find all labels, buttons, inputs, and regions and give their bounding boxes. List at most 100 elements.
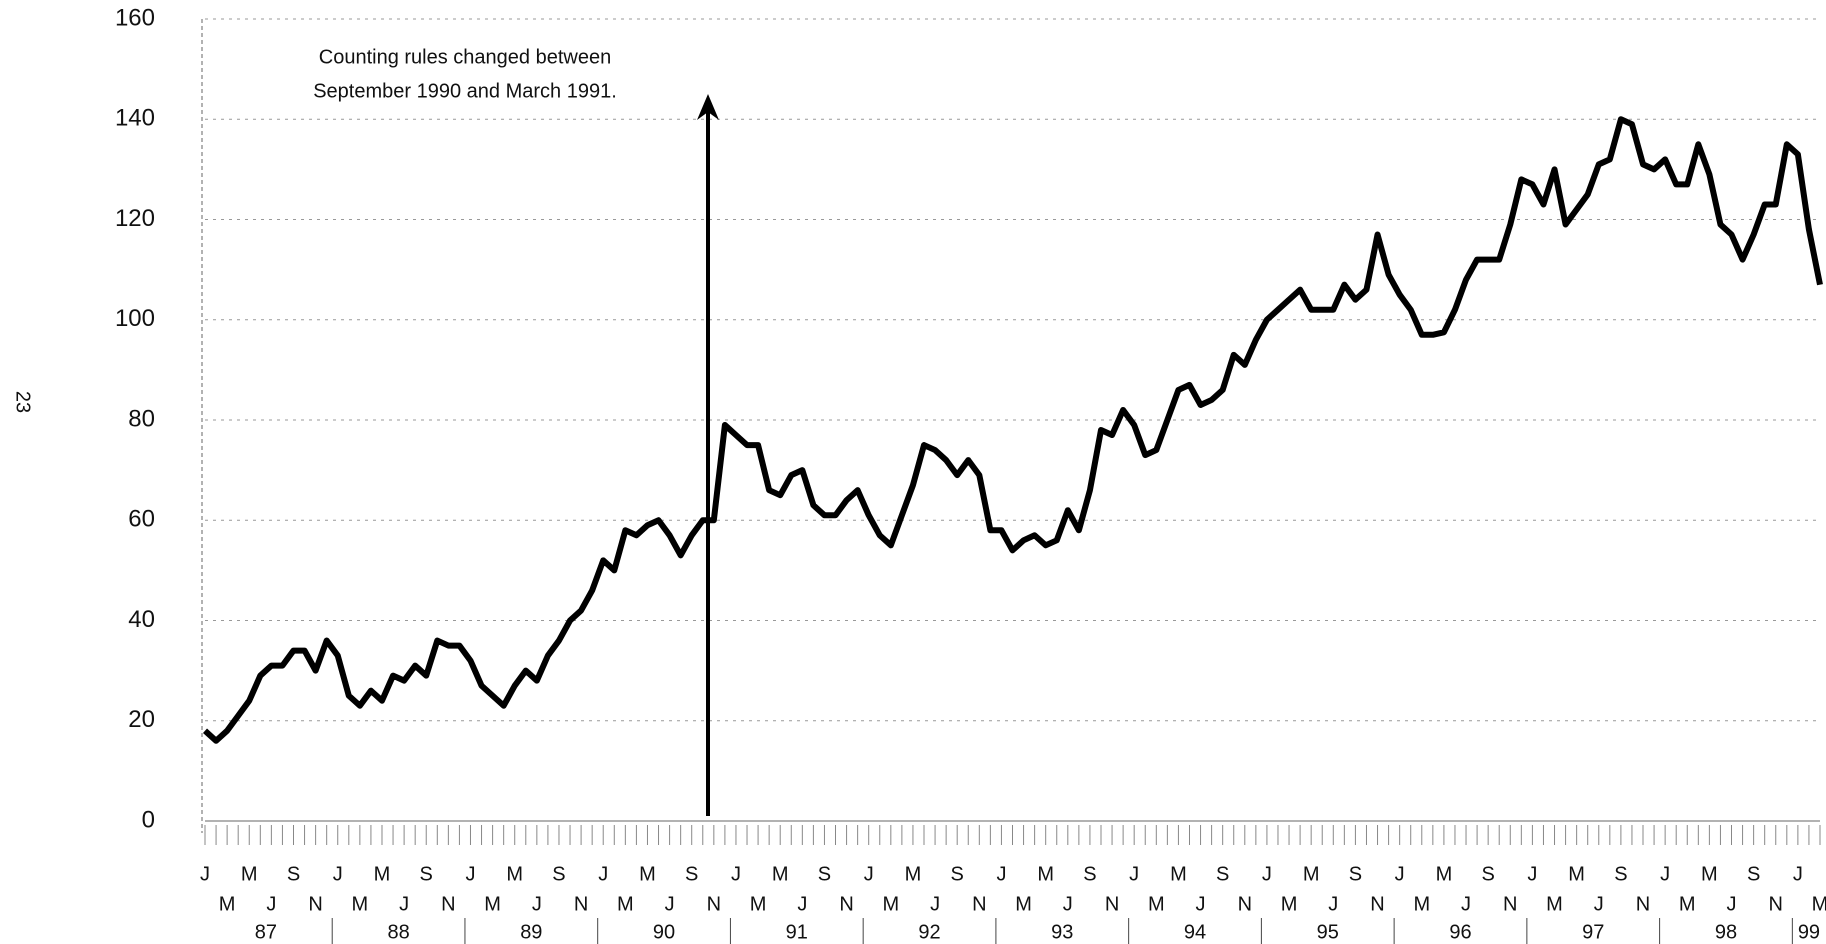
x-tick-label: J <box>1328 893 1338 915</box>
x-tick-label: M <box>1701 863 1718 885</box>
year-label: 95 <box>1317 921 1339 943</box>
x-tick-label: M <box>1812 893 1826 915</box>
x-tick-label: J <box>333 863 343 885</box>
x-tick-label: M <box>1679 893 1696 915</box>
x-tick-label: M <box>1281 893 1298 915</box>
x-tick-label: J <box>1063 893 1073 915</box>
x-tick-label: J <box>996 863 1006 885</box>
x-tick-label: J <box>1461 893 1471 915</box>
x-tick-label: M <box>882 893 899 915</box>
x-tick-label: M <box>639 863 656 885</box>
x-tick-label: J <box>930 893 940 915</box>
x-tick-label: J <box>1196 893 1206 915</box>
x-tick-label: N <box>707 893 721 915</box>
x-tick-label: S <box>287 863 300 885</box>
x-tick-label: M <box>352 893 369 915</box>
y-tick-label: 40 <box>128 606 155 633</box>
x-tick-label: S <box>1747 863 1760 885</box>
page-number: 23 <box>12 391 34 413</box>
x-tick-label: N <box>839 893 853 915</box>
x-tick-label: S <box>951 863 964 885</box>
x-tick-label: J <box>399 893 409 915</box>
arrow-head <box>697 94 719 120</box>
x-tick-label: J <box>1660 863 1670 885</box>
x-tick-label: S <box>552 863 565 885</box>
x-tick-label: S <box>420 863 433 885</box>
y-tick-label: 140 <box>115 105 155 132</box>
x-tick-label: M <box>219 893 236 915</box>
x-tick-label: N <box>972 893 986 915</box>
x-tick-label: J <box>731 863 741 885</box>
x-tick-label: J <box>1129 863 1139 885</box>
x-tick-label: M <box>750 893 767 915</box>
x-tick-label: N <box>1370 893 1384 915</box>
x-tick-label: M <box>617 893 634 915</box>
x-tick-label: M <box>1303 863 1320 885</box>
x-tick-label: M <box>1148 893 1165 915</box>
year-label: 88 <box>387 921 409 943</box>
x-tick-label: N <box>1105 893 1119 915</box>
year-label: 87 <box>255 921 277 943</box>
data-line <box>202 116 1823 744</box>
y-tick-label: 120 <box>115 205 155 232</box>
x-tick-label: J <box>1793 863 1803 885</box>
x-tick-label: N <box>1636 893 1650 915</box>
year-label: 99 <box>1798 921 1820 943</box>
x-tick-label: S <box>1614 863 1627 885</box>
x-tick-label: N <box>574 893 588 915</box>
year-label: 89 <box>520 921 542 943</box>
y-tick-label: 60 <box>128 506 155 533</box>
x-tick-label: J <box>1262 863 1272 885</box>
x-tick-label: J <box>864 863 874 885</box>
x-tick-label: N <box>1238 893 1252 915</box>
x-tick-label: J <box>1395 863 1405 885</box>
y-tick-label: 80 <box>128 405 155 432</box>
x-tick-label: M <box>772 863 789 885</box>
x-tick-label: M <box>1436 863 1453 885</box>
x-tick-label: N <box>1769 893 1783 915</box>
x-tick-label: M <box>1568 863 1585 885</box>
x-tick-label: N <box>441 893 455 915</box>
x-tick-label: M <box>1413 893 1430 915</box>
y-tick-label: 0 <box>142 806 155 833</box>
annotation: Counting rules changed between <box>319 46 611 68</box>
x-tick-label: J <box>532 893 542 915</box>
x-tick-label: J <box>266 893 276 915</box>
y-tick-label: 20 <box>128 706 155 733</box>
x-tick-label: J <box>1594 893 1604 915</box>
x-tick-label: S <box>685 863 698 885</box>
year-label: 92 <box>918 921 940 943</box>
year-label: 94 <box>1184 921 1206 943</box>
x-tick-label: M <box>506 863 523 885</box>
y-tick-label: 100 <box>115 305 155 332</box>
year-label: 93 <box>1051 921 1073 943</box>
year-label: 96 <box>1449 921 1471 943</box>
x-tick-label: M <box>374 863 391 885</box>
annotation: September 1990 and March 1991. <box>313 80 617 102</box>
year-label: 97 <box>1582 921 1604 943</box>
x-tick-label: S <box>1083 863 1096 885</box>
x-tick-label: J <box>598 863 608 885</box>
x-tick-label: M <box>1546 893 1563 915</box>
x-tick-label: J <box>200 863 210 885</box>
x-tick-label: J <box>1527 863 1537 885</box>
year-label: 91 <box>786 921 808 943</box>
y-tick-label: 160 <box>115 4 155 31</box>
x-tick-label: N <box>1503 893 1517 915</box>
x-tick-label: J <box>665 893 675 915</box>
x-tick-label: J <box>1727 893 1737 915</box>
x-tick-label: S <box>1216 863 1229 885</box>
x-tick-label: J <box>465 863 475 885</box>
year-label: 90 <box>653 921 675 943</box>
x-tick-label: M <box>484 893 501 915</box>
x-tick-label: N <box>308 893 322 915</box>
x-tick-label: M <box>1015 893 1032 915</box>
x-tick-label: S <box>1349 863 1362 885</box>
x-tick-label: J <box>797 893 807 915</box>
x-tick-label: M <box>1170 863 1187 885</box>
x-tick-label: M <box>905 863 922 885</box>
x-tick-label: M <box>1037 863 1054 885</box>
x-tick-label: S <box>818 863 831 885</box>
x-tick-label: M <box>241 863 258 885</box>
